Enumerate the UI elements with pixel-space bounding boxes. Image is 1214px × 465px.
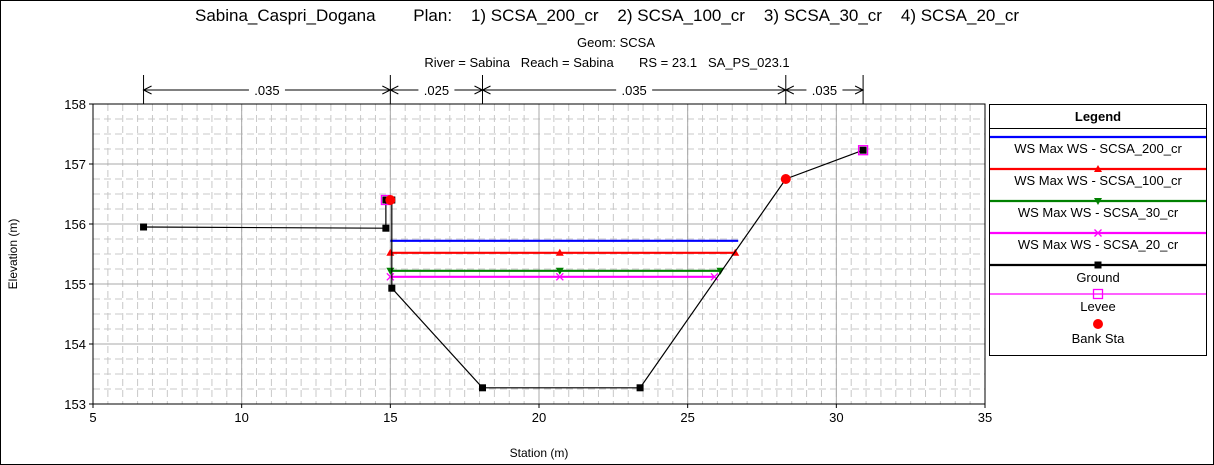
series-ws-max-ws-scsa-100-cr-point [555,248,564,256]
mannings-n-label: .035 [812,83,837,98]
legend-item-ws-max-ws-scsa-100-cr-label: WS Max WS - SCSA_100_cr [1014,173,1182,188]
y-tick-label: 158 [64,97,86,112]
mannings-arrowhead [784,85,795,95]
legend-item-ground-marker [1094,261,1102,269]
legend-item-bank-sta-label: Bank Sta [1071,331,1125,346]
legend-item-ws-max-ws-scsa-20-cr-label: WS Max WS - SCSA_20_cr [1017,237,1179,252]
y-tick-label: 157 [64,157,86,172]
mannings-n-label: .035 [621,83,646,98]
x-axis-label: Station (m) [510,446,569,460]
legend-item-ws-max-ws-scsa-200-cr-label: WS Max WS - SCSA_200_cr [1014,141,1182,156]
mannings-arrowhead [142,85,152,95]
x-tick-label: 25 [680,410,694,425]
y-tick-label: 155 [64,277,86,292]
x-tick-label: 15 [383,410,397,425]
legend-item-ws-max-ws-scsa-30-cr-marker [1094,198,1102,205]
x-tick-label: 5 [89,410,96,425]
y-tick-label: 156 [64,217,86,232]
legend-item-bank-sta-marker [1093,319,1103,329]
river-reach-subtitle: River = Sabina Reach = Sabina RS = 23.1 … [424,55,790,70]
mannings-label-bg [248,82,285,98]
series-ground-point [479,384,487,392]
y-tick-label: 154 [64,337,86,352]
chart-title: Sabina_Caspri_Dogana Plan: 1) SCSA_200_c… [195,6,1019,25]
mannings-arrowhead [389,85,399,95]
mannings-label-bg [616,82,653,98]
legend-item-ws-max-ws-scsa-30-cr-label: WS Max WS - SCSA_30_cr [1017,205,1179,220]
geometry-subtitle: Geom: SCSA [577,35,656,50]
y-axis-label: Elevation (m) [6,219,20,290]
series-bank-sta-point [385,195,396,205]
x-tick-label: 35 [978,410,992,425]
mannings-label-bg [806,82,843,98]
series-ws-max-ws-scsa-20-cr-point [555,272,564,281]
legend-item-levee-marker [1092,288,1104,300]
x-tick-label: 30 [829,410,843,425]
legend-item-ws-max-ws-scsa-20-cr-marker [1094,229,1102,237]
mannings-arrowhead [854,85,865,95]
legend-box: Legend WS Max WS - SCSA_200_cr WS Max WS … [989,104,1207,356]
mannings-n-label: .025 [424,83,449,98]
x-tick-label: 10 [234,410,248,425]
legend-swatches [990,135,1206,329]
series-ground-point [140,223,148,231]
legend-item-ws-max-ws-scsa-100-cr-marker [1094,165,1102,172]
series-bank-sta-point [780,174,791,184]
series-ground-point [859,146,867,154]
y-tick-label: 153 [64,397,86,412]
legend-title: Legend [1074,109,1122,124]
series-ws-max-ws-scsa-20-cr-point [386,272,395,281]
series-ws-max-ws-scsa-30-cr-point [555,267,564,275]
series-levee-point [857,145,869,156]
mannings-label-bg [418,82,455,98]
legend-item-ground-label: Ground [1076,270,1120,285]
legend-item-levee-label: Levee [1080,299,1116,314]
series-ground-point [636,384,644,392]
series-ws-max-ws-scsa-20-cr-point [710,272,719,281]
mannings-n-label: .035 [254,83,279,98]
legend-divider [990,128,1206,129]
x-tick-label: 20 [532,410,546,425]
series-ground-point [382,224,390,232]
mannings-arrowhead [481,85,491,95]
series-ground-point [388,284,396,292]
